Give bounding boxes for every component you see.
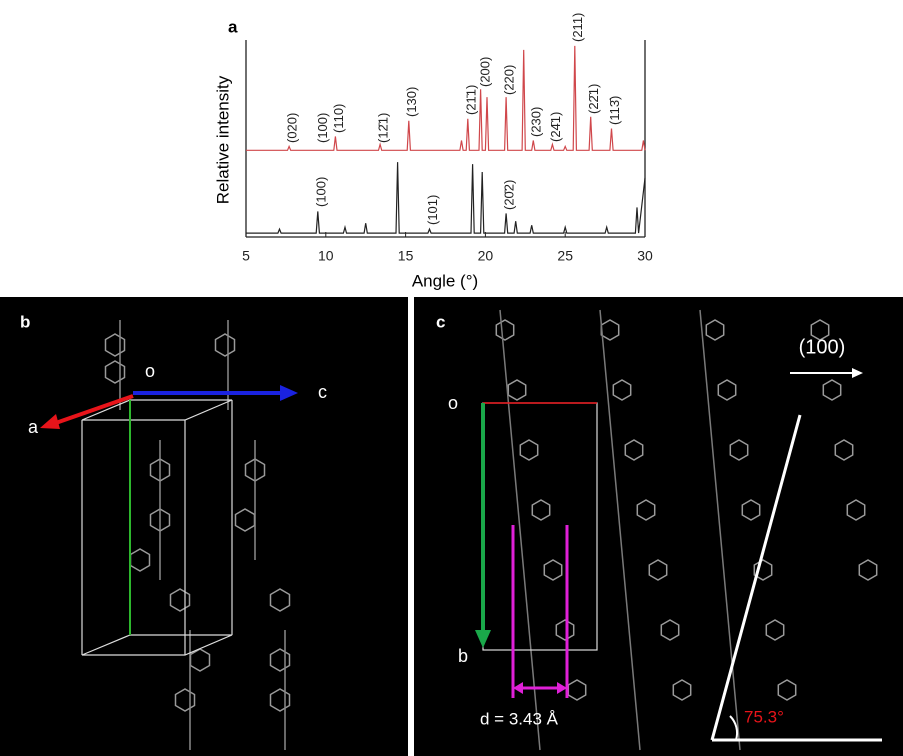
x-tick-label: 15 <box>398 248 414 264</box>
peak-label: (12̄1) <box>376 113 391 143</box>
peak-label: (220) <box>502 65 517 95</box>
panel-b-background <box>0 297 408 756</box>
angle-label: 75.3° <box>744 707 784 726</box>
panel-c-background <box>414 297 903 756</box>
peak-label: (200) <box>478 57 493 87</box>
series-line <box>246 162 645 233</box>
axis-label: a <box>28 417 39 437</box>
x-axis-label: Angle (°) <box>412 271 478 290</box>
peak-label: (22̄1) <box>586 84 601 114</box>
peak-label: (130) <box>404 87 419 117</box>
peak-label: (230) <box>529 107 544 137</box>
x-tick-label: 20 <box>478 248 494 264</box>
direction-label: (100) <box>799 336 846 358</box>
panel-label: b <box>20 312 30 331</box>
x-tick-label: 30 <box>637 248 653 264</box>
figure: a Angle (°) Relative intensity 5 10 15 20 25… <box>0 0 903 756</box>
y-axis-label: Relative intensity <box>213 75 232 204</box>
peak-label: (113̄) <box>607 96 622 125</box>
peak-label: (211) <box>570 13 585 42</box>
peak-label: (24̄1) <box>548 112 563 142</box>
panel-label: a <box>228 17 238 36</box>
panel-label: c <box>436 312 445 331</box>
peak-label: (20̄2) <box>502 180 517 210</box>
origin-label: o <box>448 393 458 413</box>
peak-label: (101) <box>425 195 440 225</box>
axis-label: b <box>458 646 468 666</box>
series-line <box>246 46 645 150</box>
peak-label: (100) <box>315 113 330 143</box>
peak-label: (110) <box>331 104 346 133</box>
peak-label: (020) <box>285 113 300 143</box>
spacing-label: d = 3.43 Å <box>480 709 559 728</box>
x-tick-label: 10 <box>318 248 334 264</box>
origin-label: o <box>145 361 155 381</box>
peak-label: (100) <box>313 177 328 207</box>
x-tick-label: 25 <box>557 248 573 264</box>
x-tick-label: 5 <box>242 248 250 264</box>
peak-label: (21̄1) <box>463 85 478 115</box>
axis-label: c <box>318 382 327 402</box>
